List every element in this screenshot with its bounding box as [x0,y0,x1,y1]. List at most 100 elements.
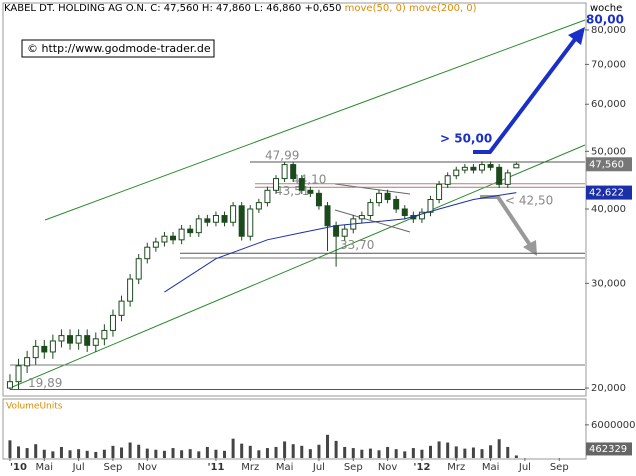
candle-body [333,225,340,237]
volume-bar [59,446,63,458]
candle-body [401,208,408,217]
x-tick-label: Jul [72,462,85,473]
candle-body [418,211,425,220]
candle-body [6,381,13,389]
y-tick-label: 60,000 [591,99,626,110]
candle-body [376,192,383,204]
volume-bar [145,448,149,458]
candle-body [195,218,202,234]
y-tick-label: 80,000 [591,25,626,36]
volume-bar [102,449,106,458]
annotation: 80,00 [586,13,624,27]
x-tick-label: '12 [413,462,430,473]
indicator-label: move(50, 0) [345,3,406,14]
volume-bar [308,449,312,458]
volume-bar [214,449,218,458]
volume-bar [334,440,338,458]
price-box [586,185,632,200]
volume-bar [317,444,321,458]
volume-bar [85,450,89,458]
candle-body [264,189,271,204]
arrow-up [473,36,578,154]
candle-body [324,205,331,227]
volume-bar [231,438,235,458]
volume-box [586,442,632,456]
candle-body [135,258,142,280]
candle-body [247,208,254,237]
candle-body [170,235,177,241]
volume-bar [205,446,209,458]
period: woche [590,3,622,14]
title: KABEL DT. HOLDING AG O.N. C: 47,560 H: 4… [4,3,341,14]
volume-bar [154,449,158,458]
volume-bar [497,439,501,458]
volume-bar [240,443,244,458]
candle-body [290,164,297,180]
candle-body [255,202,262,210]
candle-body [67,335,74,344]
volume-bar [51,451,55,458]
candle-body [161,235,168,243]
x-tick-label: Mrz [241,462,259,473]
hline-label: 47,99 [265,148,299,162]
candle-body [15,365,22,383]
x-tick-label: Mai [482,462,500,473]
candle-body [178,228,185,241]
candle-body [470,166,477,171]
volume-bar [8,440,12,458]
y-tick-label: 40,000 [591,204,626,215]
price-box-label: 42,622 [589,188,624,199]
volume-bar [42,449,46,458]
candle-body [84,335,91,346]
x-tick-label: Jul [518,462,531,473]
candle-body [24,357,31,367]
volume-bar [429,445,433,458]
volume-bar [17,446,21,458]
volume-bar [368,448,372,458]
trend-line [44,19,586,221]
volume-bar [514,455,518,458]
candle-body [298,178,305,191]
volume-bar [94,451,98,458]
volume-bar [265,448,269,458]
volume-bar [351,448,355,458]
volume-bar [326,434,330,458]
volume-bar [34,444,38,458]
x-tick-label: Mrz [447,462,465,473]
volume-bar [480,449,484,458]
v-tick-label: 6000000 [591,420,636,431]
x-tick-label: Nov [138,462,158,473]
volume-bar [188,449,192,458]
y-tick-label: 70,000 [591,59,626,70]
x-tick-label: Sep [344,462,363,473]
volume-bar [360,449,364,458]
candle-body [238,205,245,237]
candle-body [367,202,374,217]
volume-bar [197,451,201,458]
candle-body [461,166,468,171]
candle-body [393,198,400,210]
volume-bar [403,451,407,458]
volume-bar [162,450,166,458]
arrow-head [568,27,585,45]
volume-bar [386,446,390,458]
candle-body [144,246,151,260]
candle-body [358,215,365,220]
annotation: < 42,50 [505,194,553,208]
x-tick-label: Nov [378,462,398,473]
y-tick-label: 20,000 [591,383,626,394]
volume-bar [283,441,287,458]
hline-label: 19,89 [28,376,62,390]
volume-bar [257,450,261,458]
volume-bar [446,442,450,458]
triangle-line [334,209,411,233]
volume-bar [437,441,441,458]
x-tick-label: '11 [207,462,224,473]
candle-body [281,164,288,180]
candle-body [444,175,451,185]
x-tick-label: Mai [36,462,54,473]
moving-average [164,192,517,293]
candle-body [436,183,443,200]
candle-body [496,166,503,185]
